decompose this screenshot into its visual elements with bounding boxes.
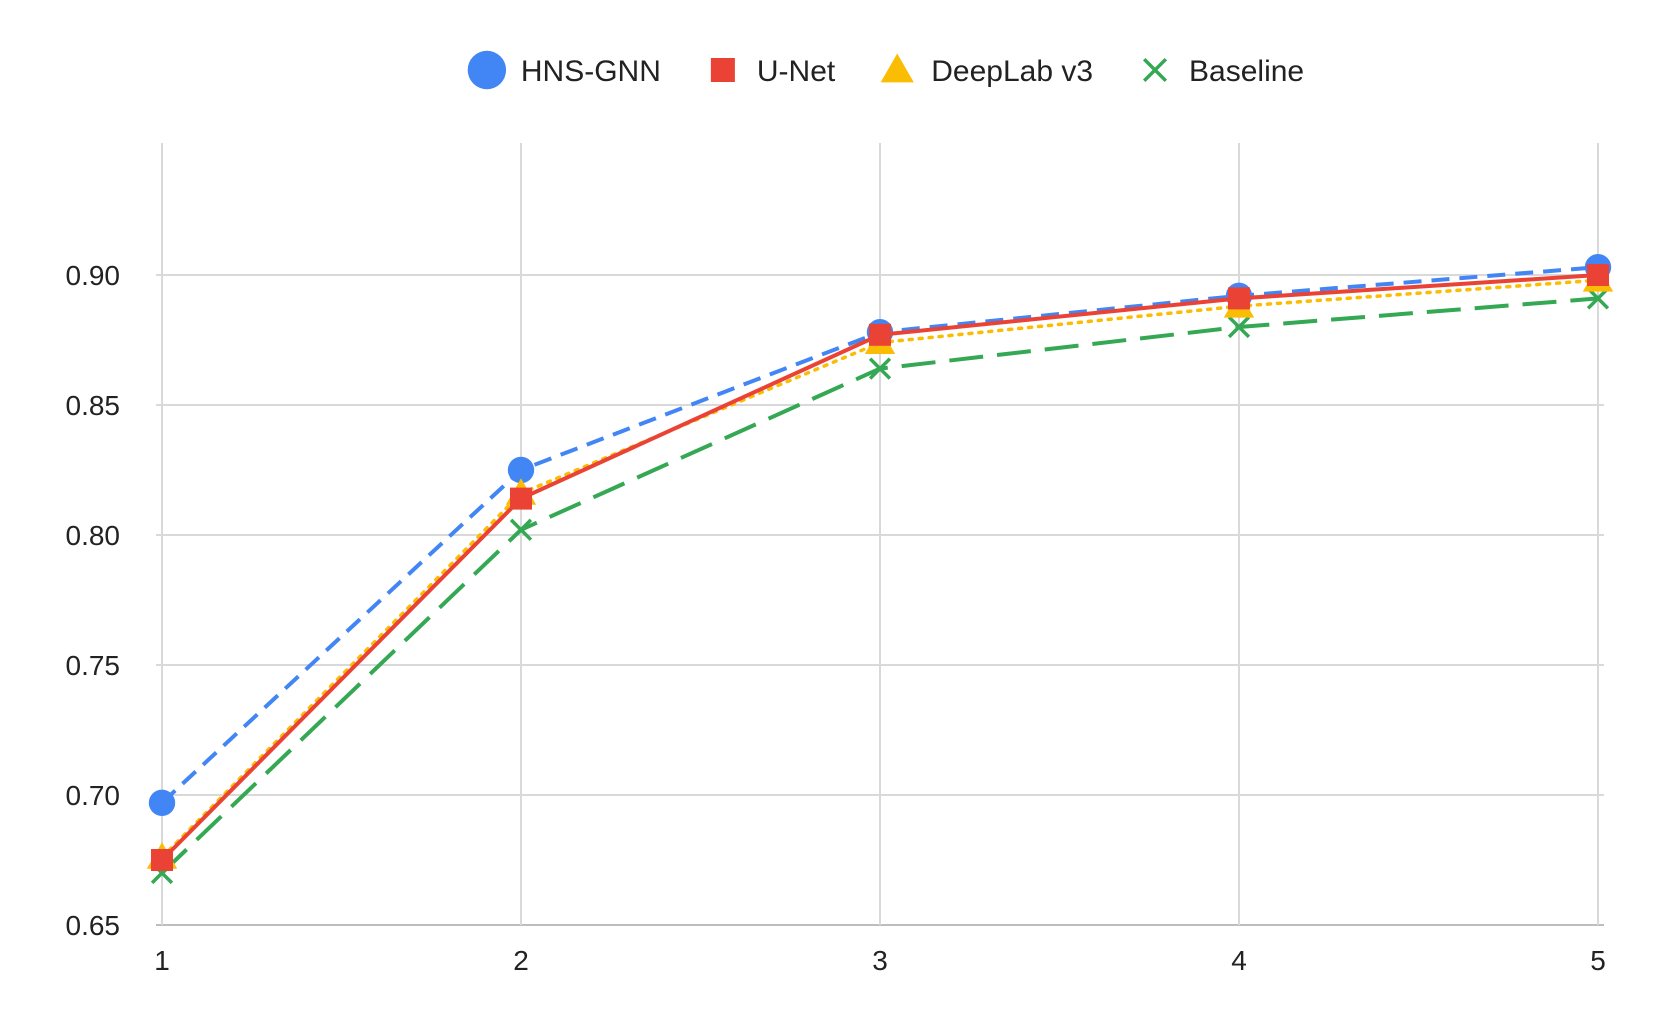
data-point-x-marker: [868, 357, 892, 380]
data-point-square-marker: [510, 487, 532, 510]
y-tick-label: 0.75: [66, 650, 121, 681]
data-point-x-marker: [509, 518, 533, 541]
legend-label: HNS-GNN: [521, 55, 661, 88]
legend-label: U-Net: [757, 55, 836, 88]
axis-layer: 0.65 0.70 0.75 0.80 0.85 0.90 1 2 3 4 5: [66, 260, 1606, 976]
y-tick-label: 0.80: [66, 520, 121, 551]
data-point-square-marker: [1587, 264, 1609, 286]
data-point-square-marker: [869, 323, 891, 346]
y-tick-label: 0.65: [66, 910, 121, 941]
series-layer: [146, 254, 1614, 885]
y-tick-label: 0.90: [66, 260, 121, 291]
legend-circle-icon: [467, 50, 507, 90]
data-point-circle-marker: [148, 789, 176, 816]
legend-item[interactable]: HNS-GNN: [467, 50, 661, 90]
y-tick-label: 0.85: [66, 390, 121, 421]
legend-item[interactable]: U-Net: [710, 55, 836, 88]
data-point-x-marker: [1586, 287, 1610, 310]
legend-item[interactable]: Baseline: [1142, 55, 1304, 88]
x-tick-label: 1: [154, 945, 170, 976]
legend: HNS-GNN U-Net DeepLab v3 Baseline: [467, 50, 1304, 90]
legend-label: DeepLab v3: [931, 55, 1093, 88]
legend-label: Baseline: [1189, 55, 1304, 88]
x-tick-label: 4: [1231, 945, 1247, 976]
series-u-net: [151, 264, 1609, 871]
legend-square-icon: [710, 58, 735, 82]
x-tick-label: 3: [872, 945, 888, 976]
x-tick-label: 5: [1590, 945, 1606, 976]
data-point-circle-marker: [507, 456, 535, 484]
x-tick-label: 2: [513, 945, 529, 976]
y-tick-label: 0.70: [66, 780, 121, 811]
grid-layer: [156, 143, 1604, 926]
data-point-square-marker: [151, 849, 173, 871]
data-point-square-marker: [1228, 287, 1250, 310]
legend-triangle-icon: [880, 53, 914, 83]
data-point-x-marker: [1227, 315, 1251, 339]
legend-x-icon: [1142, 57, 1168, 83]
legend-item[interactable]: DeepLab v3: [880, 53, 1093, 88]
